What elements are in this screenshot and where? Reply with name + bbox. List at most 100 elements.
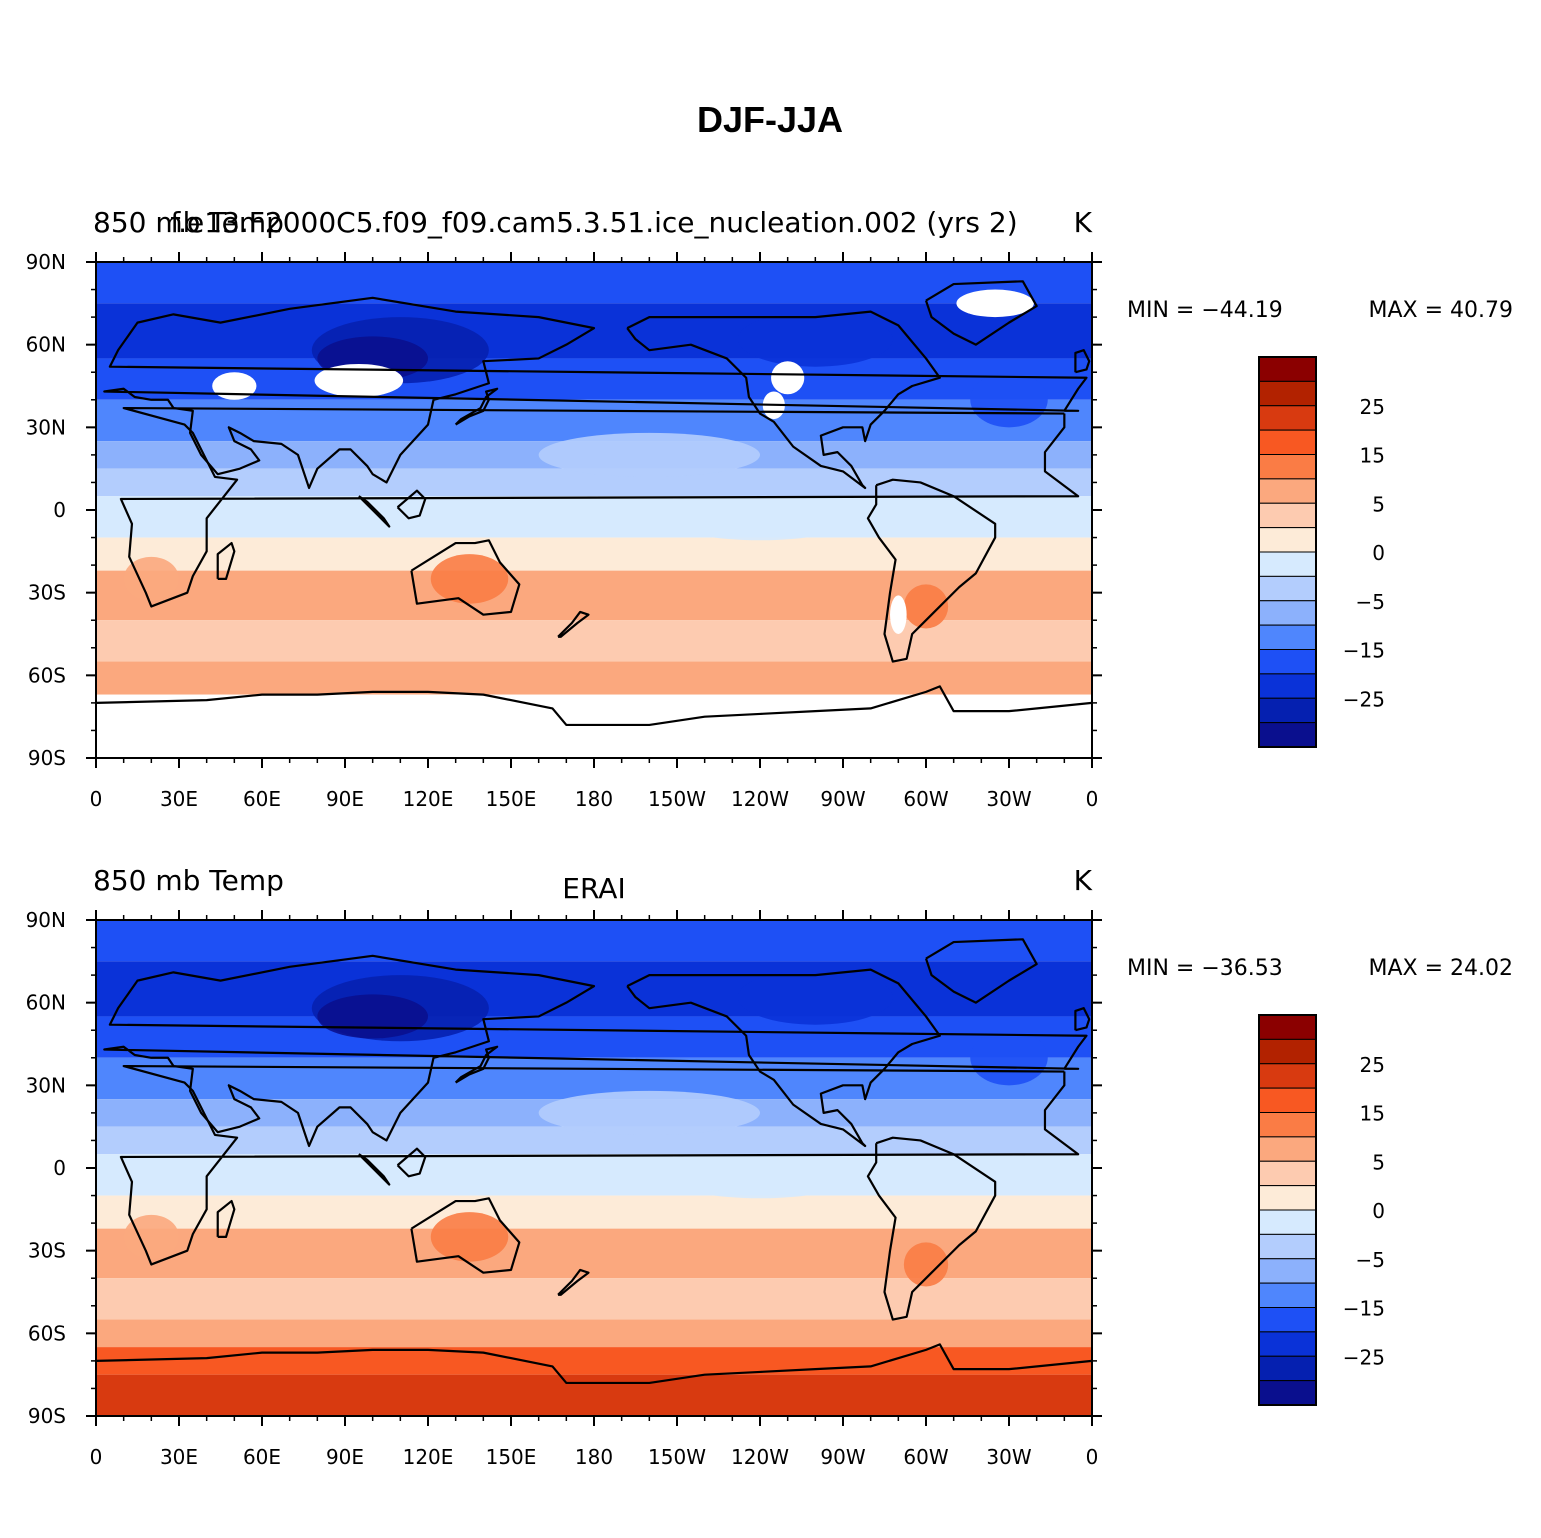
y-tick-label: 60N xyxy=(26,333,66,357)
x-tick-label: 150E xyxy=(486,1445,537,1469)
coastline xyxy=(924,938,1038,1004)
colorbar-swatch xyxy=(1258,1355,1317,1382)
x-tick-label: 150W xyxy=(648,1445,706,1469)
map-field xyxy=(96,262,1092,758)
coastline xyxy=(924,280,1038,346)
colorbar-swatch xyxy=(1258,405,1317,431)
y-tick-label: 60S xyxy=(28,663,66,687)
x-tick-label: 0 xyxy=(1086,1445,1099,1469)
colorbar-swatch xyxy=(1258,1014,1317,1040)
x-tick-label: 90W xyxy=(820,787,865,811)
y-tick-label: 60S xyxy=(28,1321,66,1345)
coastline xyxy=(96,1343,1092,1385)
x-tick-label: 90E xyxy=(326,1445,364,1469)
figure-title: DJF-JJA xyxy=(697,99,843,140)
y-tick-label: 90N xyxy=(26,250,66,274)
colorbar-swatch xyxy=(1258,1087,1317,1113)
missing-data-patch xyxy=(956,289,1034,318)
colorbar-label: −25 xyxy=(1343,687,1385,711)
coastline xyxy=(103,954,1088,1148)
x-tick-label: 120E xyxy=(403,1445,454,1469)
colorbar-swatch xyxy=(1258,1209,1317,1235)
colorbar-swatch xyxy=(1258,1038,1317,1065)
temperature-band xyxy=(96,1374,1092,1416)
colorbar-swatch xyxy=(1258,478,1317,504)
coastline xyxy=(626,310,941,490)
colorbar-swatch xyxy=(1258,624,1317,650)
y-tick-label: 0 xyxy=(53,1156,66,1180)
x-tick-label: 120W xyxy=(731,787,789,811)
temperature-band xyxy=(96,920,1092,962)
panel-units: K xyxy=(1074,206,1093,239)
colorbar-swatch xyxy=(1258,1160,1317,1187)
colorbar-swatch xyxy=(1258,1380,1317,1406)
colorbar-swatch xyxy=(1258,502,1317,529)
coastline xyxy=(454,387,499,426)
temperature-band xyxy=(96,1195,1092,1229)
max-label: MAX = 40.79 xyxy=(1368,298,1513,323)
min-label: MIN = −44.19 xyxy=(1127,298,1283,323)
colorbar-label: −15 xyxy=(1343,639,1385,663)
coastline xyxy=(119,1064,1080,1266)
temperature-band xyxy=(96,262,1092,304)
temperature-band xyxy=(96,537,1092,571)
colorbar-label: −5 xyxy=(1356,590,1385,614)
colorbar-label: 5 xyxy=(1372,492,1385,516)
temperature-band xyxy=(96,303,1092,359)
colorbar-label: 0 xyxy=(1372,541,1385,565)
colorbar-swatch xyxy=(1258,649,1317,675)
x-tick-label: 60W xyxy=(903,1445,948,1469)
coastline xyxy=(396,1147,427,1178)
colorbar-label: 25 xyxy=(1360,1053,1385,1077)
coastline xyxy=(358,1153,391,1186)
colorbar-swatch xyxy=(1258,1185,1317,1211)
temperature-band xyxy=(96,1016,1092,1058)
coastline xyxy=(216,541,236,580)
temperature-region xyxy=(737,311,893,367)
temperature-band xyxy=(96,1154,1092,1196)
colorbar-swatch xyxy=(1258,380,1317,407)
x-tick-label: 150E xyxy=(486,787,537,811)
x-tick-label: 30E xyxy=(160,787,198,811)
temperature-band xyxy=(96,496,1092,538)
x-tick-label: 120E xyxy=(403,787,454,811)
colorbar-label: −5 xyxy=(1356,1248,1385,1272)
colorbar-frame xyxy=(1258,1014,1317,1406)
temperature-region xyxy=(538,432,760,477)
panel-model: 0 30E 60E 90E 120E 150E 180 150W 120W 90W 60W 30W 09… xyxy=(26,206,1513,811)
colorbar-label: −25 xyxy=(1343,1345,1385,1369)
x-tick-label: 60W xyxy=(903,787,948,811)
map-field xyxy=(96,920,1092,1416)
temperature-band xyxy=(96,620,1092,662)
x-tick-label: 60E xyxy=(243,1445,281,1469)
temperature-region xyxy=(430,1212,509,1262)
x-tick-label: 30W xyxy=(986,1445,1031,1469)
y-tick-label: 30N xyxy=(26,1073,66,1097)
colorbar-label: 25 xyxy=(1360,395,1385,419)
panel-center-title: f.e13.F2000C5.f09_f09.cam5.3.51.ice_nucl… xyxy=(170,206,1017,239)
temperature-band xyxy=(96,1057,1092,1100)
temperature-region xyxy=(903,584,949,629)
coastline xyxy=(454,1045,499,1084)
y-tick-label: 90S xyxy=(28,1404,66,1428)
colorbar-swatch xyxy=(1258,673,1317,699)
y-tick-label: 30S xyxy=(28,1239,66,1263)
temperature-region xyxy=(317,994,428,1039)
x-tick-label: 30W xyxy=(986,787,1031,811)
temperature-region xyxy=(123,556,179,601)
temperature-band xyxy=(96,1319,1092,1348)
colorbar-swatch xyxy=(1258,1233,1317,1260)
coastline xyxy=(626,968,941,1148)
coastline xyxy=(396,489,427,520)
max-label: MAX = 24.02 xyxy=(1368,956,1513,981)
x-tick-label: 0 xyxy=(90,787,103,811)
y-tick-label: 90S xyxy=(28,746,66,770)
colorbar-label: 0 xyxy=(1372,1199,1385,1223)
colorbar-swatch xyxy=(1258,600,1317,626)
coastline xyxy=(410,1197,521,1274)
y-tick-label: 90N xyxy=(26,908,66,932)
colorbar-swatch xyxy=(1258,1063,1317,1089)
panel-left-title: 850 mb Temp xyxy=(93,206,284,239)
colorbar-frame xyxy=(1258,356,1317,748)
coastline xyxy=(410,539,521,616)
